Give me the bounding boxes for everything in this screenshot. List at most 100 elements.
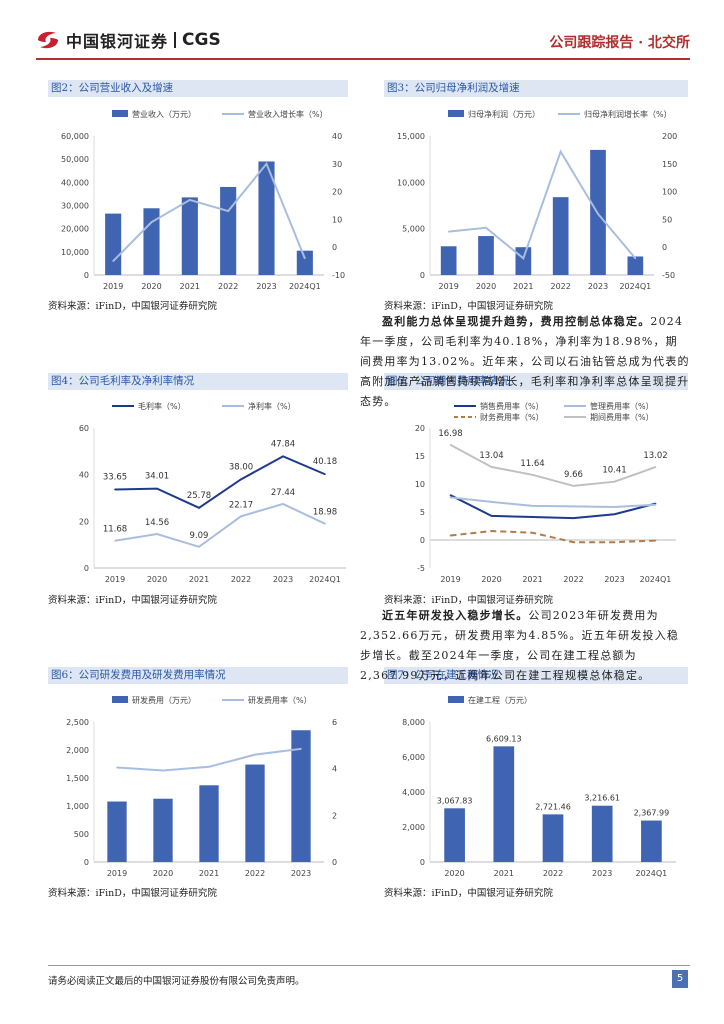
y2-tick-label: 6 <box>332 718 337 727</box>
y-tick-label: 40 <box>79 471 89 480</box>
y-tick-label: 15,000 <box>397 132 425 141</box>
data-point <box>490 501 493 503</box>
legend-label: 归母净利润（万元） <box>468 109 540 119</box>
x-tick-label: 2020 <box>147 575 167 584</box>
series-line <box>448 149 637 260</box>
page-number: 5 <box>672 970 688 988</box>
x-tick-label: 2020 <box>481 575 501 584</box>
data-point <box>597 213 599 215</box>
y-tick-label: 30,000 <box>61 202 89 211</box>
y-tick-label: 2,000 <box>66 746 89 755</box>
bar <box>493 746 515 862</box>
x-tick-label: 2019 <box>103 282 123 291</box>
x-tick-label: 2023 <box>588 282 608 291</box>
logo: 中国银河证券 CGS <box>36 28 221 52</box>
x-tick-label: 2019 <box>440 575 460 584</box>
legend-label: 期间费用率（%） <box>590 412 654 422</box>
data-point <box>613 513 616 516</box>
data-point <box>559 150 562 153</box>
legend-label: 在建工程（万元） <box>468 695 532 705</box>
bar <box>591 805 613 862</box>
logo-cn: 中国银河证券 <box>66 32 169 51</box>
y2-tick-label: 0 <box>662 243 667 252</box>
x-tick-label: 2022 <box>563 575 583 584</box>
y2-tick-label: -10 <box>332 271 345 280</box>
data-point <box>112 260 114 262</box>
figure-2-title: 图2：公司营业收入及增速 <box>48 80 348 97</box>
data-point <box>198 545 200 548</box>
x-tick-label: 2019 <box>107 869 127 878</box>
series-line <box>114 502 326 548</box>
header-divider <box>36 58 690 60</box>
data-point <box>490 466 493 468</box>
data-label: 13.02 <box>643 451 667 461</box>
legend-swatch <box>112 696 128 703</box>
paragraph-profitability-lead: 盈利能力总体呈现提升趋势，费用控制总体稳定。 <box>382 315 651 328</box>
x-tick-label: 2022 <box>231 575 251 584</box>
y2-tick-label: -50 <box>662 271 675 280</box>
bar <box>444 808 465 862</box>
y2-tick-label: 40 <box>332 132 342 141</box>
legend-label: 销售费用率（%） <box>480 401 544 411</box>
y-tick-label: 20,000 <box>61 225 89 234</box>
x-tick-label: 2024Q1 <box>309 575 341 584</box>
x-tick-label: 2022 <box>543 869 563 878</box>
data-label: 27.44 <box>271 488 295 498</box>
x-tick-label: 2024Q1 <box>640 575 672 584</box>
y2-tick-label: 30 <box>332 160 342 169</box>
paragraph-rnd-body: 公司2023年研发费用为2,352.66万元，研发费用率为4.85%。近五年研发… <box>360 609 680 682</box>
y2-tick-label: 150 <box>662 160 677 169</box>
data-point <box>613 480 616 483</box>
y2-tick-label: 100 <box>662 188 677 197</box>
x-tick-label: 2021 <box>180 282 200 291</box>
x-tick-label: 2022 <box>218 282 238 291</box>
series-line <box>112 161 306 262</box>
legend-label: 归母净利润增长率（%） <box>584 109 672 119</box>
figure-5-source: 资料来源：iFinD，中国银河证券研究院 <box>384 595 553 606</box>
y2-tick-label: 0 <box>332 243 337 252</box>
bar <box>153 798 173 862</box>
figure-2-source: 资料来源：iFinD，中国银河证券研究院 <box>48 301 217 312</box>
data-label: 3,216.61 <box>584 794 620 803</box>
figure-3-source: 资料来源：iFinD，中国银河证券研究院 <box>384 301 553 312</box>
data-point <box>490 515 493 517</box>
data-point <box>114 539 116 542</box>
page-header: 中国银河证券 CGS 公司跟踪报告 · 北交所 <box>0 0 724 62</box>
y-tick-label: 500 <box>74 830 89 839</box>
bar <box>199 785 219 862</box>
data-point <box>240 478 242 481</box>
chart-expense-ratios: -5 0 5 10 15 20 2019 2020 2021 2022 2023 2024Q1 16.9… <box>415 401 676 584</box>
data-point <box>189 199 191 201</box>
data-point <box>324 473 326 476</box>
y-tick-label: 20 <box>415 424 425 433</box>
legend-swatch <box>448 696 464 703</box>
data-point <box>634 257 637 260</box>
y-tick-label: 0 <box>420 858 425 867</box>
data-point <box>522 257 525 260</box>
footer-divider <box>48 965 690 966</box>
x-tick-label: 2019 <box>438 282 458 291</box>
bar <box>542 814 564 862</box>
legend-label: 营业收入增长率（%） <box>248 109 328 119</box>
bar <box>291 730 311 862</box>
y-tick-label: 0 <box>420 536 425 545</box>
y2-tick-label: 200 <box>662 132 677 141</box>
data-point <box>531 531 534 534</box>
data-label: 14.56 <box>145 518 169 528</box>
chart-net-profit: 0 5,000 10,000 15,000 -50 0 50 100 150 200 2019 202… <box>397 109 677 291</box>
paragraph-rnd-lead: 近五年研发投入稳步增长。 <box>382 609 529 622</box>
y2-tick-label: 2 <box>332 811 337 820</box>
data-label: 11.64 <box>520 459 544 469</box>
data-point <box>531 505 534 507</box>
x-tick-label: 2023 <box>273 575 293 584</box>
data-label: 38.00 <box>229 462 253 472</box>
x-tick-label: 2024Q1 <box>619 282 651 291</box>
x-tick-label: 2024Q1 <box>636 869 668 878</box>
data-label: 2,367.99 <box>634 809 670 818</box>
data-point <box>227 210 229 212</box>
data-point <box>254 753 256 756</box>
y2-tick-label: 0 <box>332 858 337 867</box>
figure-5-title: 图5：公司期间费用率情况 <box>384 373 688 390</box>
y-tick-label: 60 <box>79 424 89 433</box>
figure-4-title: 图4：公司毛利率及净利率情况 <box>48 373 348 390</box>
